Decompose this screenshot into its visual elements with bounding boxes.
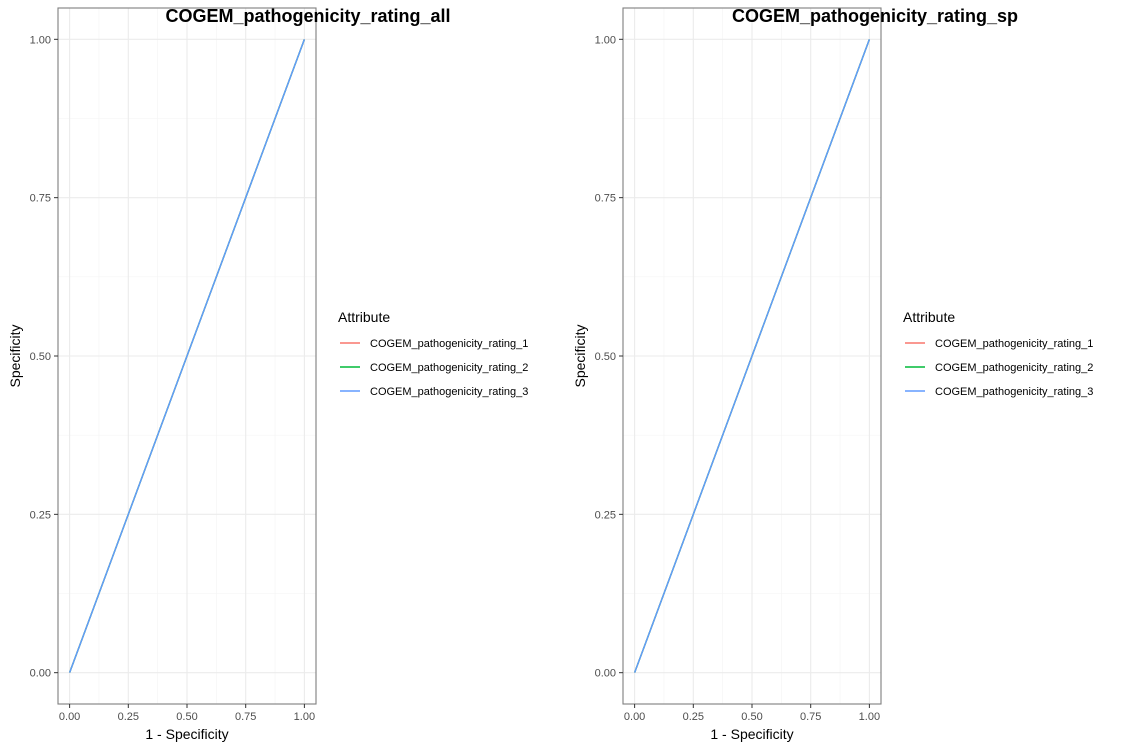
x-tick-label: 0.00 [59, 711, 80, 723]
x-axis-title: 1 - Specificity [710, 726, 793, 742]
chart-title: COGEM_pathogenicity_rating_sp [732, 6, 1018, 26]
x-tick-label: 0.25 [118, 711, 139, 723]
y-tick-label: 0.25 [595, 509, 616, 521]
y-axis-title: Specificity [572, 324, 588, 387]
legend-label-3: COGEM_pathogenicity_rating_3 [370, 386, 528, 398]
y-tick-label: 0.00 [30, 668, 51, 680]
legend-label-1: COGEM_pathogenicity_rating_1 [370, 338, 528, 350]
x-tick-label: 1.00 [294, 711, 315, 723]
x-tick-label: 0.50 [176, 711, 197, 723]
x-tick-label: 0.00 [624, 711, 645, 723]
y-tick-label: 0.50 [595, 351, 616, 363]
chart-panel-sp: 0.00 0.25 0.50 0.75 1.00 0.00 0.25 0.50 0.75 1.00… [572, 6, 1093, 742]
x-tick-label: 0.25 [683, 711, 704, 723]
y-tick-label: 0.75 [30, 193, 51, 205]
legend-title: Attribute [903, 309, 955, 325]
chart-title: COGEM_pathogenicity_rating_all [165, 6, 450, 26]
legend-label-2: COGEM_pathogenicity_rating_2 [370, 362, 528, 374]
legend-label-2: COGEM_pathogenicity_rating_2 [935, 362, 1093, 374]
y-tick-label: 0.50 [30, 351, 51, 363]
legend-label-1: COGEM_pathogenicity_rating_1 [935, 338, 1093, 350]
y-tick-label: 0.00 [595, 668, 616, 680]
x-axis-title: 1 - Specificity [145, 726, 228, 742]
y-tick-label: 0.75 [595, 193, 616, 205]
chart-panel-all: 0.00 0.25 0.50 0.75 1.00 0.00 0.25 0.50 0.75 1.00… [7, 6, 528, 742]
x-tick-label: 0.50 [741, 711, 762, 723]
x-tick-label: 0.75 [800, 711, 821, 723]
series-line-3 [633, 39, 871, 673]
y-axis-title: Specificity [7, 324, 23, 387]
x-tick-label: 1.00 [859, 711, 880, 723]
legend-label-3: COGEM_pathogenicity_rating_3 [935, 386, 1093, 398]
x-tick-label: 0.75 [235, 711, 256, 723]
legend-title: Attribute [338, 309, 390, 325]
y-tick-label: 0.25 [30, 509, 51, 521]
y-tick-label: 1.00 [30, 34, 51, 46]
y-tick-label: 1.00 [595, 34, 616, 46]
series-line-3 [68, 39, 306, 673]
